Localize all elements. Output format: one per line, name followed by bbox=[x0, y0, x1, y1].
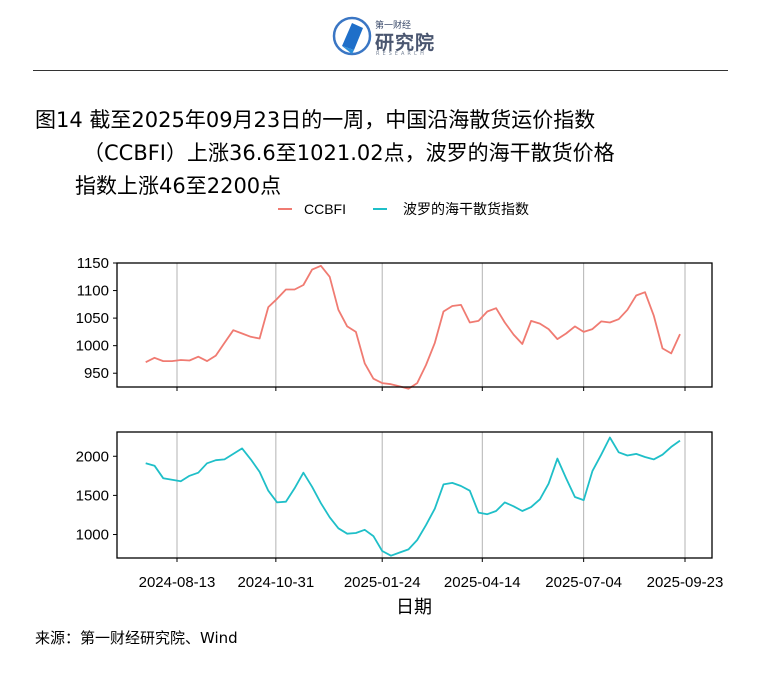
logo-main-text: 研究院 bbox=[375, 32, 436, 54]
panel-border bbox=[116, 262, 713, 388]
y-tick-label: 950 bbox=[84, 365, 109, 382]
panel-border bbox=[116, 431, 713, 559]
y-tick-label: 1100 bbox=[77, 283, 109, 300]
title-line-3: 指数上涨46至2200点 bbox=[75, 174, 282, 198]
logo: 第一财经 研究院 RESEARCH bbox=[332, 14, 442, 60]
y-tick-label: 1150 bbox=[77, 255, 109, 272]
legend-label-2: 波罗的海干散货指数 bbox=[403, 201, 529, 217]
legend-label-1: CCBFI bbox=[304, 201, 346, 217]
legend: CCBFI 波罗的海干散货指数 bbox=[278, 201, 529, 217]
x-tick-label: 2025-07-04 bbox=[545, 574, 622, 591]
source-note: 来源：第一财经研究院、Wind bbox=[35, 629, 238, 647]
x-tick-label: 2025-09-23 bbox=[647, 574, 724, 591]
x-tick-label: 2024-10-31 bbox=[237, 574, 314, 591]
logo-sub-text: RESEARCH bbox=[376, 51, 427, 57]
series-line-2 bbox=[145, 436, 681, 557]
figure-title: 图14 截至2025年09月23日的一周，中国沿海散货运价指数 （CCBFI）上… bbox=[35, 104, 735, 203]
y-tick-label: 1500 bbox=[76, 487, 109, 504]
x-tick-label: 2025-04-14 bbox=[444, 574, 521, 591]
y-tick-label: 1000 bbox=[76, 338, 109, 355]
series-line-1 bbox=[145, 264, 681, 390]
header-divider bbox=[33, 70, 728, 71]
y-tick-label: 2000 bbox=[76, 448, 109, 465]
x-tick-label: 2025-01-24 bbox=[344, 574, 421, 591]
y-tick-label: 1000 bbox=[76, 527, 109, 544]
y-tick-label: 1050 bbox=[76, 310, 109, 327]
x-axis-label: 日期 bbox=[396, 597, 432, 617]
title-line-1: 图14 截至2025年09月23日的一周，中国沿海散货运价指数 bbox=[35, 108, 596, 132]
logo-top-text: 第一财经 bbox=[375, 21, 412, 31]
logo-emblem-icon bbox=[332, 16, 372, 56]
panel-2: 2000 1500 1000 bbox=[76, 431, 713, 562]
title-line-2: （CCBFI）上涨36.6至1021.02点，波罗的海干散货价格 bbox=[83, 141, 615, 165]
panel-1: 1150 1100 1050 1000 950 bbox=[76, 255, 713, 391]
x-tick-label: 2024-08-13 bbox=[139, 574, 216, 591]
